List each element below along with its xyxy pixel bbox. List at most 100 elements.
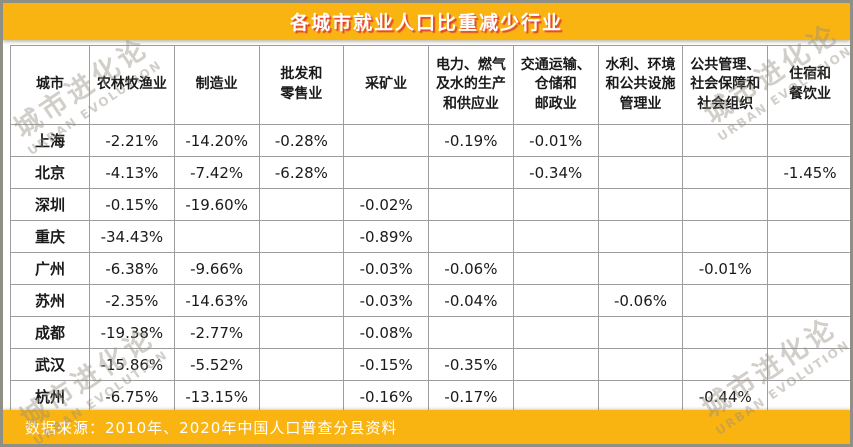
value-cell	[767, 316, 850, 349]
value-cell	[512, 188, 599, 221]
city-cell: 广州	[10, 252, 90, 285]
value-cell: -0.02%	[343, 188, 430, 221]
value-cell: -14.20%	[173, 124, 260, 157]
value-cell: -7.42%	[173, 156, 260, 189]
value-cell	[767, 124, 850, 157]
value-cell: -34.43%	[89, 220, 175, 253]
value-cell: -0.89%	[343, 220, 430, 253]
value-cell	[428, 316, 514, 349]
value-cell	[428, 188, 514, 221]
value-cell	[428, 156, 514, 189]
header-cell: 城市	[10, 45, 90, 125]
value-cell	[682, 124, 769, 157]
table-row: 广州 -6.38% -9.66% -0.03% -0.06% -0.01%	[10, 252, 850, 285]
value-cell: -0.44%	[682, 380, 769, 413]
city-cell: 杭州	[10, 380, 90, 413]
value-cell	[767, 348, 850, 381]
value-cell	[597, 252, 684, 285]
value-cell: -0.03%	[343, 252, 430, 285]
value-cell	[512, 348, 599, 381]
value-cell	[597, 188, 684, 221]
value-cell	[258, 316, 345, 349]
value-cell	[512, 316, 599, 349]
value-cell	[258, 220, 345, 253]
value-cell: -4.13%	[89, 156, 175, 189]
value-cell: -0.17%	[428, 380, 514, 413]
value-cell	[682, 188, 769, 221]
value-cell: -0.01%	[512, 124, 599, 157]
city-cell: 成都	[10, 316, 90, 349]
value-cell: -2.21%	[89, 124, 175, 157]
city-cell: 武汉	[10, 348, 90, 381]
value-cell	[428, 220, 514, 253]
header-cell: 交通运输、 仓储和 邮政业	[512, 45, 599, 125]
value-cell: -6.38%	[89, 252, 175, 285]
value-cell	[597, 348, 684, 381]
table-body: 上海 -2.21% -14.20% -0.28% -0.19% -0.01% 北京 -4.13…	[10, 124, 850, 413]
value-cell: -0.16%	[343, 380, 430, 413]
value-cell	[767, 252, 850, 285]
value-cell	[512, 220, 599, 253]
source-note: 数据来源：2010年、2020年中国人口普查分县资料	[25, 418, 398, 437]
city-cell: 深圳	[10, 188, 90, 221]
value-cell: -19.38%	[89, 316, 175, 349]
table-row: 杭州 -6.75% -13.15% -0.16% -0.17% -0.44%	[10, 380, 850, 413]
value-cell	[682, 348, 769, 381]
header-cell: 农林牧渔业	[89, 45, 175, 125]
value-cell	[512, 284, 599, 317]
header-cell: 住宿和 餐饮业	[767, 45, 850, 125]
value-cell	[682, 156, 769, 189]
table-row: 武汉 -15.86% -5.52% -0.15% -0.35%	[10, 348, 850, 381]
value-cell: -0.19%	[428, 124, 514, 157]
value-cell: -15.86%	[89, 348, 175, 381]
value-cell	[597, 316, 684, 349]
value-cell	[258, 348, 345, 381]
value-cell: -0.04%	[428, 284, 514, 317]
value-cell	[597, 124, 684, 157]
value-cell: -0.06%	[597, 284, 684, 317]
value-cell: -2.77%	[173, 316, 260, 349]
header-cell: 批发和 零售业	[258, 45, 345, 125]
city-cell: 北京	[10, 156, 90, 189]
value-cell	[258, 252, 345, 285]
header-cell: 公共管理、 社会保障和 社会组织	[682, 45, 769, 125]
value-cell: -13.15%	[173, 380, 260, 413]
value-cell	[682, 316, 769, 349]
page-title: 各城市就业人口比重减少行业	[289, 12, 563, 34]
value-cell	[767, 380, 850, 413]
value-cell: -0.06%	[428, 252, 514, 285]
value-cell: -1.45%	[767, 156, 850, 189]
header-cell: 电力、燃气 及水的生产 和供应业	[428, 45, 514, 125]
city-cell: 苏州	[10, 284, 90, 317]
value-cell: -9.66%	[173, 252, 260, 285]
value-cell: -0.08%	[343, 316, 430, 349]
value-cell	[258, 380, 345, 413]
header-cell: 水利、环境 和公共设施 管理业	[597, 45, 684, 125]
value-cell: -0.03%	[343, 284, 430, 317]
value-cell: -19.60%	[173, 188, 260, 221]
value-cell	[682, 220, 769, 253]
value-cell: -0.15%	[343, 348, 430, 381]
value-cell: -0.15%	[89, 188, 175, 221]
header-cell: 采矿业	[343, 45, 430, 125]
value-cell: -0.35%	[428, 348, 514, 381]
value-cell: -0.01%	[682, 252, 769, 285]
table-row: 上海 -2.21% -14.20% -0.28% -0.19% -0.01%	[10, 124, 850, 157]
value-cell	[258, 284, 345, 317]
value-cell	[343, 124, 430, 157]
value-cell	[767, 284, 850, 317]
value-cell: -0.34%	[512, 156, 599, 189]
value-cell: -2.35%	[89, 284, 175, 317]
value-cell	[597, 220, 684, 253]
table-row: 成都 -19.38% -2.77% -0.08%	[10, 316, 850, 349]
table-row: 深圳 -0.15% -19.60% -0.02%	[10, 188, 850, 221]
value-cell	[597, 156, 684, 189]
value-cell	[597, 380, 684, 413]
source-banner: 数据来源：2010年、2020年中国人口普查分县资料	[3, 410, 850, 444]
header-row: 城市 农林牧渔业 制造业 批发和 零售业 采矿业 电力、燃气 及水的生产 和供应业 交通运输…	[10, 45, 850, 125]
city-cell: 重庆	[10, 220, 90, 253]
industry-decline-table: 城市 农林牧渔业 制造业 批发和 零售业 采矿业 电力、燃气 及水的生产 和供应业 交通运输…	[10, 45, 850, 413]
value-cell	[767, 188, 850, 221]
table-row: 北京 -4.13% -7.42% -6.28% -0.34% -1.45%	[10, 156, 850, 189]
